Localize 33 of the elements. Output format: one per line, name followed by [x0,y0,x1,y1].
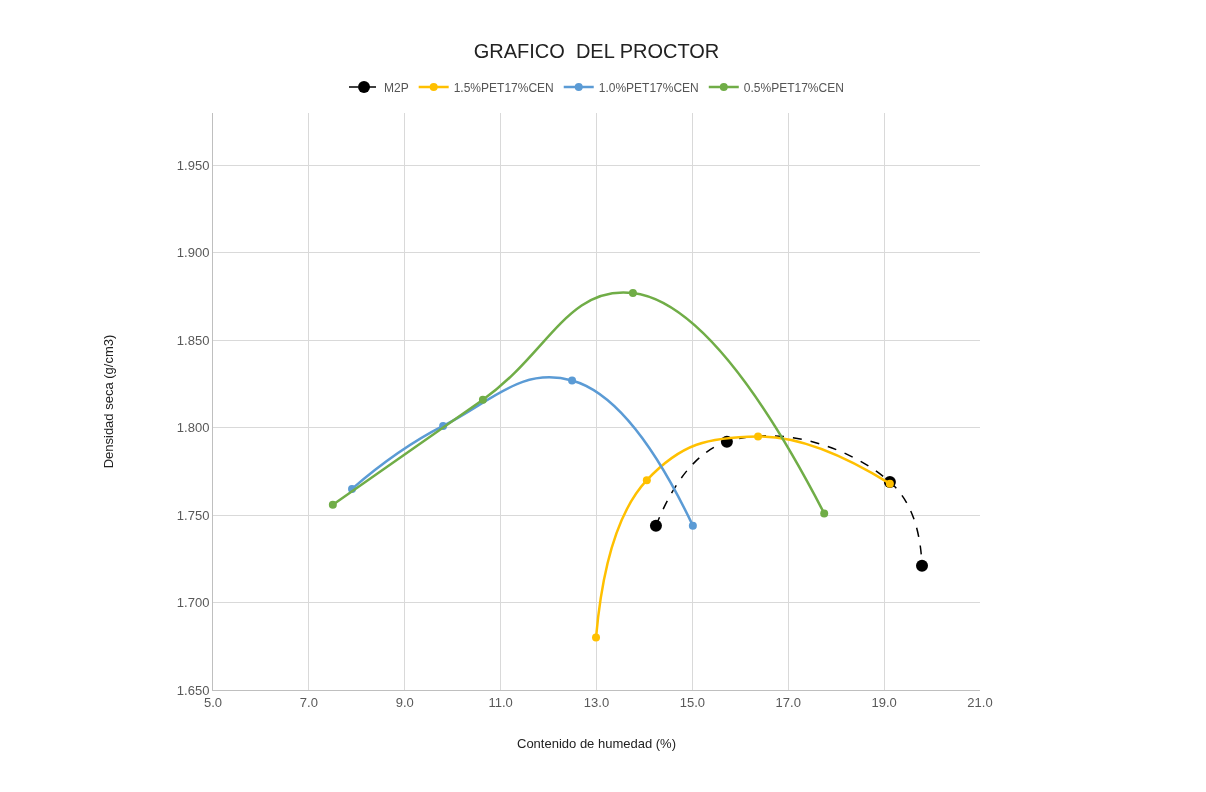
legend-label: 1.0%PET17%CEN [598,80,699,95]
point [820,509,829,518]
point [642,476,651,485]
y-tick-label: 1.850 [176,332,210,348]
point [754,432,763,441]
legend-label: 0.5%PET17%CEN [743,80,844,95]
point [916,559,928,572]
y-tick-label: 1.700 [176,595,210,611]
point [328,500,337,509]
x-tick-label: 11.0 [488,694,513,710]
point [478,395,487,404]
y-axis-title: Densidad seca (g/cm3) [100,334,116,469]
point [628,289,637,298]
y-tick-label: 1.750 [176,507,210,523]
x-tick-label: 21.0 [967,694,993,710]
point [649,519,662,532]
point [885,479,894,488]
point [568,376,577,385]
legend-label: 1.5%PET17%CEN [453,80,554,95]
y-tick-label: 1.900 [176,245,210,261]
chart-title: GRAFICO DEL PROCTOR [473,39,720,62]
legend-label: M2P [384,80,409,95]
x-tick-label: 13.0 [583,694,610,710]
x-tick-label: 19.0 [871,694,897,710]
x-tick-label: 17.0 [775,694,801,710]
x-tick-label: 7.0 [299,694,318,710]
x-tick-label: 15.0 [679,694,706,710]
x-tick-label: 9.0 [395,694,414,710]
y-tick-label: 1.950 [176,158,210,173]
point [592,633,601,642]
point [688,521,697,530]
x-axis-title: Contenido de humedad (%) [517,736,676,752]
y-tick-label: 1.800 [176,420,210,436]
